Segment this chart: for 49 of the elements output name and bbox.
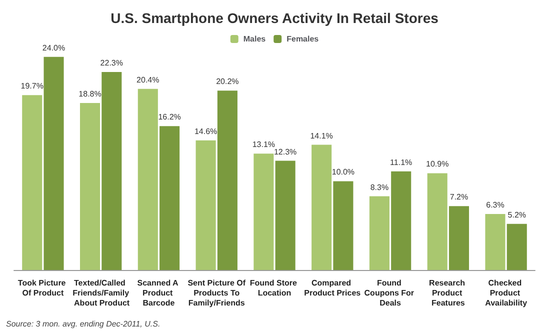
bar [312, 144, 332, 270]
x-tick-label: Sent Picture Of Products To Family/Friends [188, 278, 246, 308]
data-label: 12.3% [274, 147, 297, 156]
data-label: 14.1% [310, 131, 333, 140]
data-label: 19.7% [20, 82, 44, 91]
x-tick-label: Compared Product Prices [304, 278, 362, 298]
bar [196, 140, 216, 270]
data-label: 13.1% [252, 140, 276, 150]
legend-label: Males [243, 34, 266, 44]
bar [22, 95, 42, 270]
data-label: 10.9% [426, 160, 449, 169]
data-label: 7.2% [450, 192, 468, 202]
x-tick-label: Took Picture Of Product [18, 278, 68, 298]
bar [102, 72, 122, 270]
data-label: 5.2% [508, 210, 526, 220]
data-label: 11.1% [390, 158, 412, 167]
data-label: 24.0% [42, 43, 66, 52]
bar [80, 103, 100, 270]
bar [138, 88, 158, 270]
data-label: 14.6% [194, 126, 218, 136]
x-tick-label: Checked Product Availability [485, 278, 528, 308]
data-label: 20.2% [216, 77, 239, 86]
data-label: 16.2% [158, 112, 181, 122]
x-tick-label: Found Store Location [250, 278, 300, 298]
data-label: 22.3% [100, 58, 123, 68]
legend-label: Females [286, 34, 320, 44]
data-label: 6.3% [486, 200, 504, 210]
data-label: 10.0% [332, 168, 355, 177]
x-tick-label: Found Coupons For Deals [364, 278, 416, 308]
source-note: Source: 3 mon. avg. ending Dec-2011, U.S. [6, 320, 160, 328]
bar [275, 160, 296, 270]
x-tick-label: Research Product Features [429, 278, 468, 308]
bar [160, 126, 180, 270]
bar [254, 154, 274, 270]
bar [485, 214, 506, 270]
data-label: 8.3% [370, 182, 389, 192]
bar [391, 171, 412, 270]
data-label: 20.4% [136, 75, 160, 84]
bar [448, 206, 470, 270]
bar [427, 173, 448, 270]
bar [333, 181, 354, 270]
bar [506, 224, 527, 270]
chart-title: U.S. Smartphone Owners Activity In Retail Stores [110, 10, 439, 26]
bar [369, 196, 390, 270]
x-tick-label: Texted/Called Friends/Family About Product [72, 278, 130, 308]
bar [44, 56, 64, 270]
bar [217, 90, 238, 270]
x-tick-label: Scanned A Product Barcode [137, 278, 180, 308]
data-label: 18.8% [78, 90, 102, 99]
